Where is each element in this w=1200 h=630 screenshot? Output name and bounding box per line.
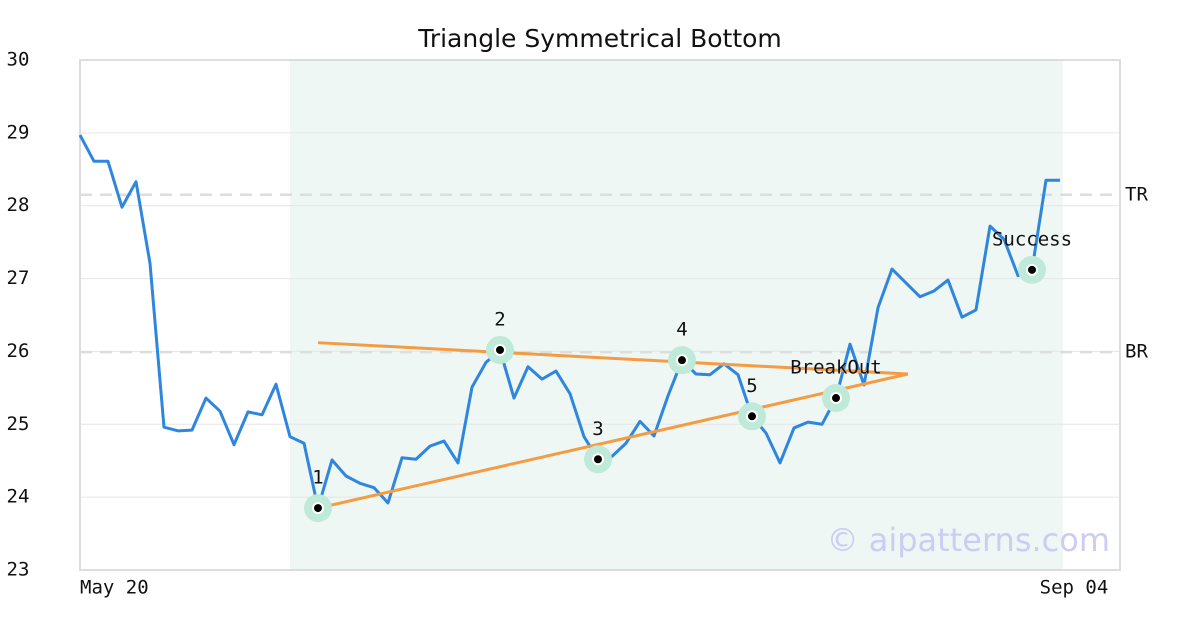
pattern-region — [290, 60, 1063, 570]
pattern-label: 5 — [746, 375, 757, 397]
pattern-label: Success — [992, 228, 1072, 250]
y-tick-label: 23 — [7, 559, 30, 581]
watermark: © aipatterns.com — [827, 521, 1110, 559]
y-tick-label: 28 — [7, 194, 30, 216]
pattern-label: 2 — [494, 308, 505, 330]
pattern-label: 3 — [592, 418, 603, 440]
x-tick-label: Sep 04 — [1040, 577, 1109, 599]
pattern-point — [592, 453, 604, 466]
y-tick-label: 24 — [7, 486, 30, 508]
level-label: BR — [1125, 341, 1148, 363]
trend-line — [317, 372, 909, 510]
pattern-point — [830, 392, 842, 405]
y-tick-label: 26 — [7, 340, 30, 362]
pattern-point — [676, 354, 688, 367]
pattern-label: 1 — [312, 467, 323, 489]
pattern-point — [312, 502, 324, 515]
y-tick-label: 30 — [7, 49, 30, 71]
y-tick-label: 25 — [7, 413, 30, 435]
pattern-point — [1026, 263, 1038, 276]
x-tick-label: May 20 — [80, 577, 149, 599]
price-line — [78, 134, 1060, 510]
trend-line — [317, 341, 909, 376]
pattern-point — [746, 410, 758, 423]
chart-title: Triangle Symmetrical Bottom — [417, 24, 782, 53]
pattern-label: 4 — [676, 319, 687, 341]
y-tick-label: 29 — [7, 121, 30, 143]
pattern-label: BreakOut — [790, 357, 882, 379]
plot-frame — [79, 59, 1121, 571]
y-tick-label: 27 — [7, 267, 30, 289]
level-label: TR — [1125, 183, 1148, 205]
pattern-point — [494, 343, 506, 356]
